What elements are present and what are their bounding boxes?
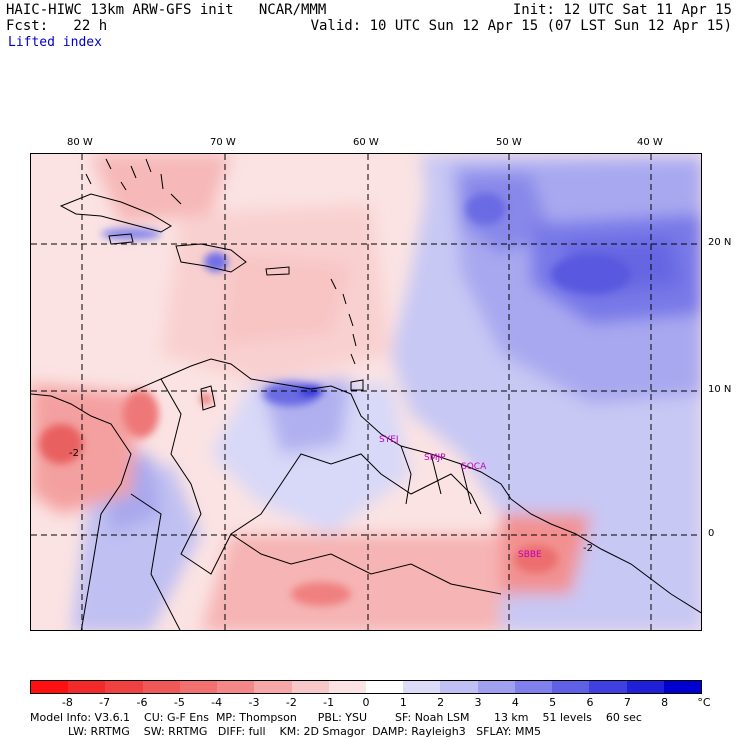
city-label-sbbe: SBBE — [518, 550, 542, 560]
colorbar-tick-label: -6 — [136, 696, 148, 709]
colorbar-tick-label: -2 — [285, 696, 297, 709]
colorbar-swatch — [440, 681, 478, 693]
lon-label-60w: 60 W — [353, 137, 379, 148]
strong-cells — [39, 193, 631, 606]
colorbar-tick-label: 3 — [474, 696, 482, 709]
colorbar-swatch — [365, 681, 404, 693]
colorbar-tick-label: 2 — [437, 696, 445, 709]
lon-label-70w: 70 W — [210, 137, 236, 148]
city-label-syej: SYEJ — [379, 435, 399, 445]
colorbar-unit: °C — [697, 696, 711, 709]
city-label-soca: SOCA — [461, 462, 487, 472]
colorbar-swatch — [477, 681, 515, 693]
city-label-smjp: SMJP — [424, 453, 446, 463]
colorbar-tick-label: -1 — [323, 696, 335, 709]
colorbar-swatch — [663, 681, 701, 693]
colorbar-tick-label: 0 — [362, 696, 370, 709]
forecast-hour: Fcst: 22 h — [6, 18, 108, 34]
coastlines — [31, 158, 701, 630]
model-info-line1: Model Info: V3.6.1 CU: G-F Ens MP: Thomp… — [30, 711, 642, 724]
colorbar-tick-label: 6 — [586, 696, 594, 709]
lat-label-20n: 20 N — [708, 237, 732, 248]
lon-label-40w: 40 W — [637, 137, 663, 148]
model-title: HAIC-HIWC 13km ARW-GFS init NCAR/MMM — [6, 2, 327, 18]
colorbar-swatch — [217, 681, 255, 693]
colorbar-swatch — [291, 681, 329, 693]
map-canvas: SYEJ SMJP SOCA SBBE -2 -2 — [31, 154, 701, 630]
colorbar-tick-label: 8 — [661, 696, 669, 709]
colorbar-swatch — [403, 681, 441, 693]
colorbar-swatch — [328, 681, 366, 693]
colorbar-swatch — [142, 681, 180, 693]
lon-label-50w: 50 W — [496, 137, 522, 148]
colorbar-tick-label: 7 — [623, 696, 631, 709]
colorbar — [30, 680, 702, 694]
colorbar-tick-label: -3 — [248, 696, 260, 709]
colorbar-tick-label: -4 — [211, 696, 223, 709]
lifted-index-map: SYEJ SMJP SOCA SBBE -2 -2 — [30, 153, 702, 631]
lat-label-10n: 10 N — [708, 384, 732, 395]
colorbar-tick-label: 5 — [549, 696, 557, 709]
colorbar-swatch — [31, 681, 69, 693]
model-info-line2: LW: RRTMG SW: RRTMG DIFF: full KM: 2D Sm… — [68, 725, 541, 738]
colorbar-tick-label: 1 — [399, 696, 407, 709]
field-name: Lifted index — [8, 35, 102, 50]
colorbar-swatch — [589, 681, 627, 693]
colorbar-swatch — [552, 681, 590, 693]
colorbar-swatch — [179, 681, 218, 693]
colorbar-swatch — [514, 681, 553, 693]
colorbar-tick-label: 4 — [511, 696, 519, 709]
lat-lon-grid — [31, 154, 701, 630]
lat-label-0: 0 — [708, 528, 715, 539]
valid-time: Valid: 10 UTC Sun 12 Apr 15 (07 LST Sun … — [310, 18, 732, 34]
contour-label: -2 — [583, 543, 593, 554]
lon-label-80w: 80 W — [67, 137, 93, 148]
colorbar-swatch — [68, 681, 106, 693]
colorbar-swatch — [254, 681, 292, 693]
colorbar-swatch — [105, 681, 143, 693]
colorbar-swatch — [626, 681, 664, 693]
colorbar-tick-label: -7 — [99, 696, 111, 709]
contour-label: -2 — [69, 448, 79, 459]
init-time: Init: 12 UTC Sat 11 Apr 15 — [512, 2, 732, 18]
colorbar-tick-label: -8 — [61, 696, 73, 709]
colorbar-tick-label: -5 — [173, 696, 185, 709]
